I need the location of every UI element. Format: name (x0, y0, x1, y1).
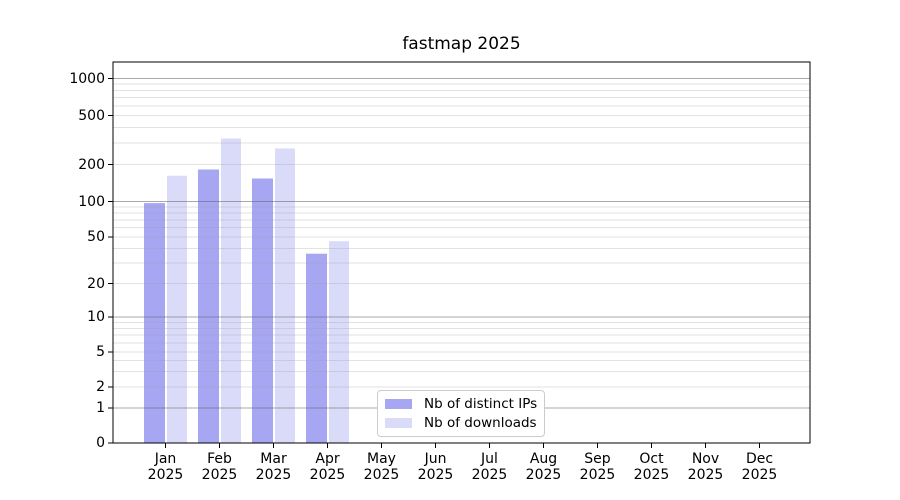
x-tick-label-jul: Jul 2025 (458, 451, 522, 483)
x-tick-month: Jun (424, 451, 447, 467)
y-tick-label-100: 100 (78, 193, 105, 210)
x-tick-year: 2025 (255, 467, 292, 483)
legend-label-downloads: Nb of downloads (424, 415, 537, 431)
y-tick-label-10: 10 (87, 309, 105, 325)
x-tick-year: 2025 (309, 467, 346, 483)
y-tick-label-1: 1 (96, 400, 105, 416)
x-tick-month: Sep (584, 451, 611, 467)
x-tick-month: Nov (691, 451, 720, 467)
bar-jan-distinct-ips (144, 203, 165, 443)
legend-swatch-downloads (385, 418, 412, 428)
x-tick-label-oct: Oct 2025 (620, 451, 684, 483)
legend-label-distinct-ips: Nb of distinct IPs (424, 396, 538, 412)
y-tick-label-20: 20 (87, 275, 105, 292)
x-tick-label-sep: Sep 2025 (566, 451, 630, 483)
bar-mar-downloads (275, 148, 295, 443)
legend-item-distinct-ips: Nb of distinct IPs (385, 396, 544, 412)
x-tick-label-jun: Jun 2025 (404, 451, 468, 483)
bar-feb-downloads (221, 138, 241, 443)
x-tick-label-mar: Mar 2025 (242, 451, 306, 483)
x-tick-month: Mar (260, 451, 287, 467)
x-tick-month: Apr (315, 451, 340, 467)
x-tick-month: Oct (639, 451, 664, 467)
x-tick-year: 2025 (147, 467, 184, 483)
x-tick-month: Jul (481, 451, 498, 467)
x-tick-label-dec: Dec 2025 (728, 451, 792, 483)
bar-mar-distinct-ips (252, 178, 273, 443)
x-tick-month: Jan (154, 451, 177, 467)
x-tick-month: May (367, 451, 396, 467)
bar-apr-distinct-ips (306, 253, 327, 443)
x-tick-label-jan: Jan 2025 (134, 451, 198, 483)
x-tick-label-nov: Nov 2025 (674, 451, 738, 483)
legend-item-downloads: Nb of downloads (385, 415, 544, 431)
legend-swatch-distinct-ips (385, 399, 412, 409)
x-tick-label-aug: Aug 2025 (512, 451, 576, 483)
x-tick-year: 2025 (687, 467, 724, 483)
x-tick-label-feb: Feb 2025 (188, 451, 252, 483)
y-tick-label-0: 0 (96, 435, 105, 451)
bar-jan-downloads (167, 175, 187, 443)
y-tick-label-5: 5 (96, 344, 105, 360)
x-tick-year: 2025 (363, 467, 400, 483)
x-tick-month: Aug (529, 451, 558, 467)
x-tick-month: Feb (207, 451, 232, 467)
chart-title: fastmap 2025 (402, 34, 521, 54)
x-tick-year: 2025 (579, 467, 616, 483)
x-tick-year: 2025 (201, 467, 238, 483)
x-tick-year: 2025 (741, 467, 778, 483)
y-tick-label-50: 50 (87, 229, 105, 245)
plot-border (112, 61, 811, 444)
y-tick-label-2: 2 (96, 379, 105, 395)
y-tick-label-200: 200 (78, 156, 105, 173)
x-tick-year: 2025 (525, 467, 562, 483)
x-tick-year: 2025 (633, 467, 670, 483)
bar-feb-distinct-ips (198, 169, 219, 443)
x-tick-year: 2025 (417, 467, 454, 483)
y-tick-label-500: 500 (78, 107, 105, 124)
x-tick-year: 2025 (471, 467, 508, 483)
x-tick-label-apr: Apr 2025 (296, 451, 360, 483)
x-tick-label-may: May 2025 (350, 451, 414, 483)
y-tick-label-1000: 1000 (69, 70, 105, 87)
legend: Nb of distinct IPs Nb of downloads (377, 390, 545, 437)
x-tick-month: Dec (745, 451, 774, 467)
bar-apr-downloads (329, 241, 349, 443)
